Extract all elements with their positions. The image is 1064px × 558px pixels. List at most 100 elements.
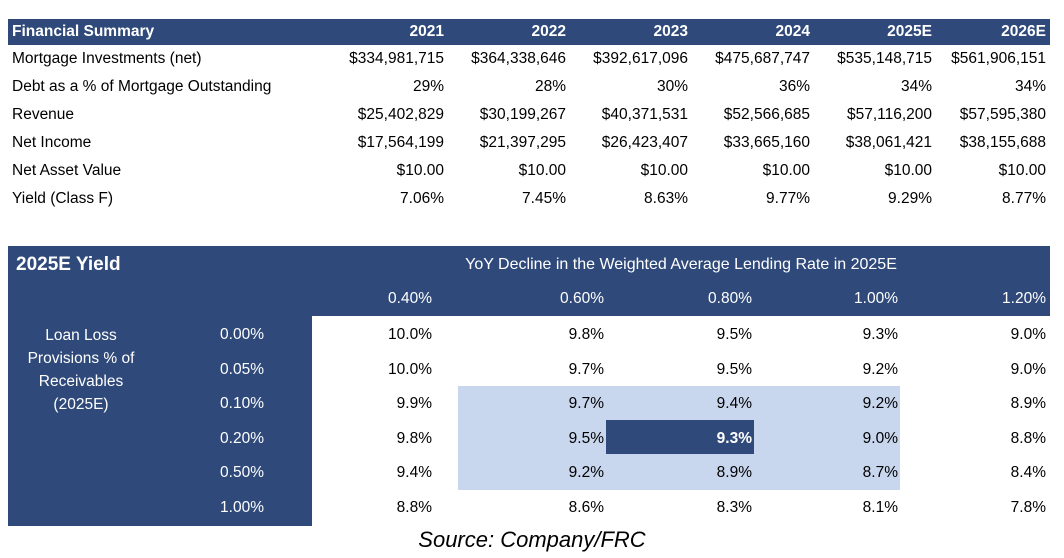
table-cell: 9.29% [888, 190, 932, 207]
row-label: Mortgage Investments (net) [12, 50, 202, 67]
yield-cell: 8.4% [1010, 464, 1046, 482]
yield-row-header: 0.20% [220, 429, 264, 447]
yield-cell: 10.0% [388, 326, 432, 343]
yield-cell: 8.8% [1010, 429, 1046, 447]
yield-column-header: 1.00% [854, 290, 898, 307]
table-cell: 8.77% [1002, 190, 1046, 207]
yield-cell: 8.6% [568, 499, 604, 516]
table-row: Net Income $17,564,199 $21,397,295 $26,423,… [8, 129, 1050, 157]
row-label: Yield (Class F) [12, 190, 114, 207]
table-cell: $30,199,267 [479, 106, 566, 123]
yield-table-header [8, 246, 1050, 316]
table-cell: 29% [412, 78, 444, 95]
yield-cell: 9.5% [716, 360, 752, 378]
yield-cell: 8.9% [1010, 395, 1046, 413]
table-cell: 34% [900, 78, 932, 95]
financial-summary-table: Financial Summary 2021 2022 2023 2024 20… [8, 19, 1050, 213]
table-cell: $38,061,421 [845, 134, 932, 151]
yield-row-title-line: Provisions % of [27, 350, 135, 367]
table-cell: $10.00 [884, 162, 932, 179]
year-header: 2026E [936, 19, 1050, 45]
year-header: 2024 [692, 19, 814, 45]
yield-cell: 9.3% [862, 326, 898, 343]
yield-row-header: 0.00% [220, 326, 264, 343]
financial-summary-header-row: Financial Summary 2021 2022 2023 2024 20… [8, 19, 1050, 45]
table-cell: 7.45% [522, 190, 566, 207]
table-row: Debt as a % of Mortgage Outstanding 29% 28… [8, 73, 1050, 101]
table-cell: $10.00 [640, 162, 688, 179]
table-cell: $392,617,096 [593, 50, 688, 67]
table-cell: $10.00 [762, 162, 810, 179]
yield-cell: 9.8% [396, 429, 432, 447]
table-row: Net Asset Value $10.00 $10.00 $10.00 $10.00 $… [8, 157, 1050, 185]
yield-cell: 9.9% [396, 395, 432, 413]
yield-row-header: 0.50% [220, 464, 264, 482]
financial-summary-title: Financial Summary [8, 19, 326, 45]
row-label: Net Income [12, 134, 92, 151]
yield-row-title-line: Loan Loss [45, 327, 117, 344]
yield-cell: 9.0% [1010, 360, 1046, 378]
yield-column-header: 0.80% [708, 290, 752, 307]
yield-column-header: 0.60% [560, 290, 604, 307]
yield-row-header: 0.05% [220, 360, 264, 378]
table-cell: $25,402,829 [357, 106, 444, 123]
yield-cell: 9.2% [568, 464, 604, 482]
yield-row-title: Loan Loss Provisions % of Receivables (2… [16, 324, 146, 416]
yield-cell: 9.2% [862, 360, 898, 378]
table-cell: $57,116,200 [846, 106, 932, 123]
table-cell: $26,423,407 [601, 134, 688, 151]
yield-cell: 9.0% [1010, 326, 1046, 343]
table-cell: $21,397,295 [479, 134, 566, 151]
table-cell: $334,981,715 [349, 50, 444, 67]
table-cell: $40,371,531 [601, 106, 688, 123]
table-cell: $33,665,160 [723, 134, 810, 151]
year-header: 2021 [326, 19, 448, 45]
table-cell: $364,338,646 [471, 50, 566, 67]
table-cell: 36% [778, 78, 810, 95]
table-cell: $475,687,747 [715, 50, 810, 67]
yield-cell: 9.2% [862, 395, 898, 413]
table-row: Mortgage Investments (net) $334,981,715 $3… [8, 45, 1050, 73]
source-note: Source: Company/FRC [418, 527, 646, 552]
row-label: Revenue [12, 106, 75, 123]
yield-row-title-line: Receivables [38, 373, 124, 390]
yield-cell: 9.8% [568, 326, 604, 343]
yield-cell: 9.4% [716, 395, 752, 413]
year-header: 2022 [448, 19, 570, 45]
yield-table-title: 2025E Yield [16, 254, 121, 275]
table-cell: $561,906,151 [951, 50, 1046, 67]
yield-cell: 7.8% [1010, 499, 1046, 516]
table-cell: $52,566,685 [723, 106, 810, 123]
yield-column-header: 0.40% [388, 290, 432, 307]
yield-cell: 8.9% [716, 464, 752, 482]
yield-row-title-line: (2025E) [53, 396, 109, 413]
row-label: Debt as a % of Mortgage Outstanding [12, 78, 272, 95]
yield-row-header-panel [8, 316, 312, 526]
table-row: Yield (Class F) 7.06% 7.45% 8.63% 9.77% 9.29%… [8, 185, 1050, 213]
yield-sensitivity-table: 2025E Yield YoY Decline in the Weighted … [8, 246, 1050, 526]
yield-cell: 8.8% [396, 499, 432, 516]
yield-column-header: 1.20% [1002, 290, 1046, 307]
table-cell: $57,595,380 [959, 106, 1046, 123]
table-cell: 9.77% [766, 190, 810, 207]
yield-cell: 9.5% [568, 429, 604, 447]
table-cell: $535,148,715 [837, 50, 932, 67]
table-cell: 30% [656, 78, 688, 95]
table-cell: 28% [534, 78, 566, 95]
table-cell: 34% [1014, 78, 1046, 95]
yield-column-title: YoY Decline in the Weighted Average Lend… [465, 256, 897, 273]
yield-cell: 8.1% [862, 499, 898, 516]
yield-cell: 9.3% [716, 429, 752, 447]
year-header: 2025E [814, 19, 936, 45]
yield-cell: 10.0% [388, 360, 432, 378]
yield-cell: 8.7% [862, 464, 898, 482]
row-label: Net Asset Value [12, 162, 122, 179]
yield-cell: 8.3% [716, 499, 752, 516]
yield-cell: 9.4% [396, 464, 432, 482]
yield-cell: 9.5% [716, 326, 752, 343]
yield-cell: 9.0% [862, 429, 898, 447]
table-row: Revenue $25,402,829 $30,199,267 $40,371,531… [8, 101, 1050, 129]
yield-cell: 9.7% [568, 395, 604, 413]
table-cell: $10.00 [396, 162, 444, 179]
yield-row-header: 0.10% [220, 395, 264, 413]
